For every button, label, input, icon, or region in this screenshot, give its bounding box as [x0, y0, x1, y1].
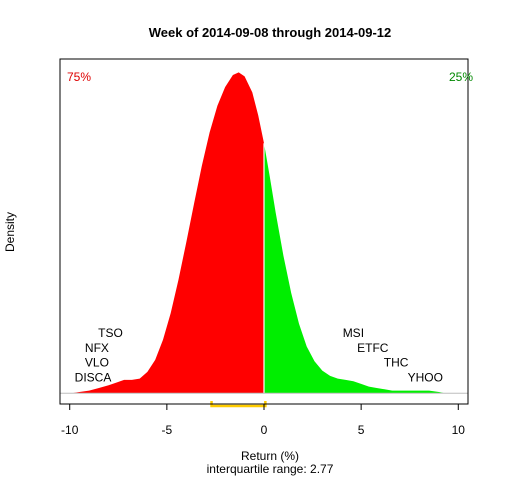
ticker-label-tso: TSO: [98, 326, 123, 340]
above-percent-label: 25%: [449, 70, 473, 84]
ticker-label-vlo: VLO: [85, 356, 109, 370]
density-area-below-zero: [71, 72, 264, 394]
y-axis-label: Density: [3, 212, 17, 252]
chart-title: Week of 2014-09-08 through 2014-09-12: [149, 25, 392, 40]
density-area-above-zero: [264, 143, 445, 394]
ticker-label-nfx: NFX: [85, 341, 109, 355]
x-tick-label: -10: [61, 423, 79, 437]
ticker-label-msi: MSI: [343, 326, 364, 340]
below-percent-label: 75%: [67, 70, 91, 84]
ticker-label-yhoo: YHOO: [408, 370, 443, 384]
ticker-label-thc: THC: [384, 356, 409, 370]
x-axis-label: Return (%): [241, 449, 299, 463]
x-tick-label: 0: [261, 423, 268, 437]
ticker-label-etfc: ETFC: [357, 341, 389, 355]
ticker-label-disca: DISCA: [75, 370, 112, 384]
iqr-caption: interquartile range: 2.77: [207, 462, 334, 476]
x-tick-label: -5: [162, 423, 173, 437]
x-tick-label: 10: [452, 423, 466, 437]
x-axis: -10 -5 0 5 10: [61, 403, 466, 437]
x-tick-label: 5: [358, 423, 365, 437]
